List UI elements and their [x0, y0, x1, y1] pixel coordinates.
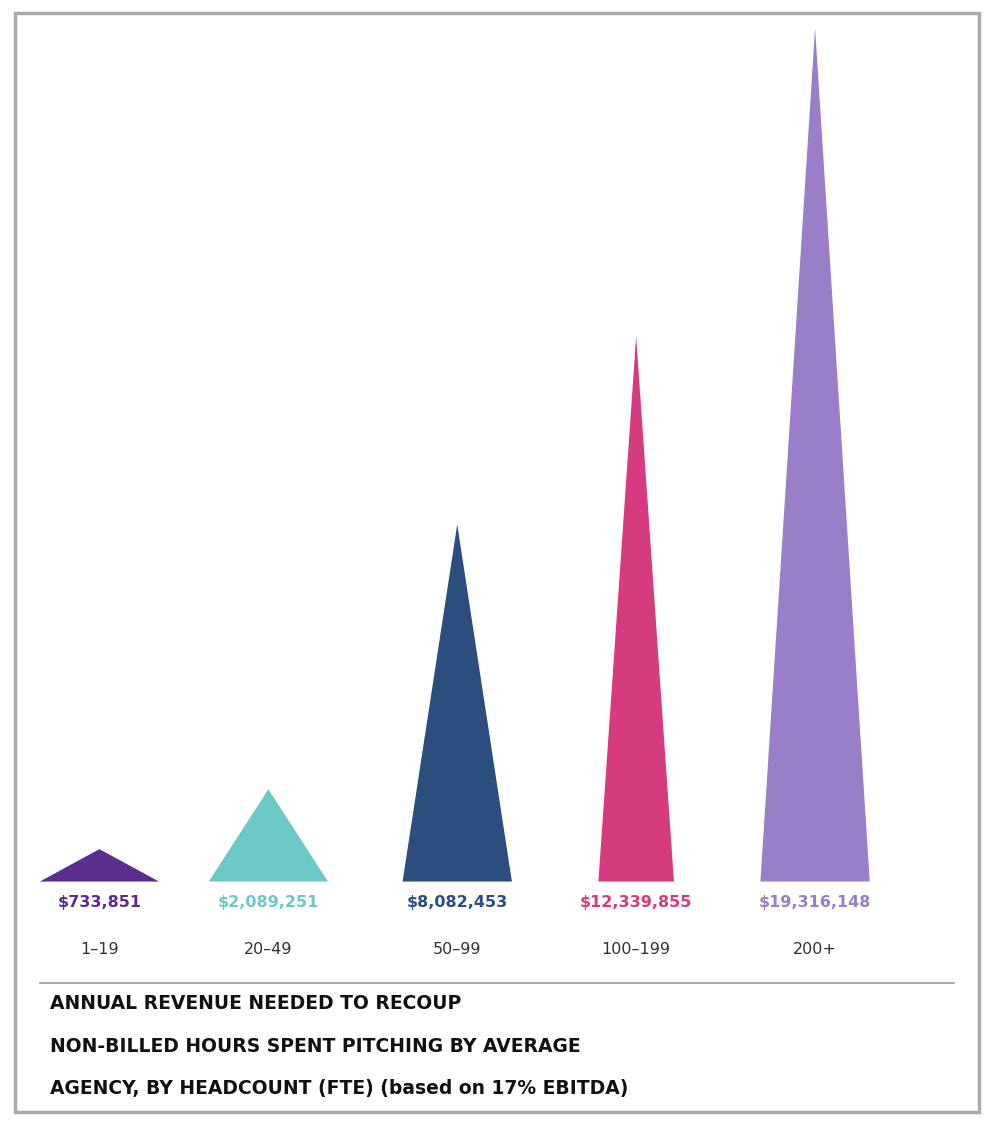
- Polygon shape: [598, 336, 674, 882]
- Text: $2,089,251: $2,089,251: [218, 895, 319, 910]
- Text: 200+: 200+: [793, 942, 837, 957]
- Text: AGENCY, BY HEADCOUNT (FTE) (based on 17% EBITDA): AGENCY, BY HEADCOUNT (FTE) (based on 17%…: [50, 1079, 628, 1098]
- Text: 100–199: 100–199: [601, 942, 671, 957]
- Text: $733,851: $733,851: [58, 895, 141, 910]
- Text: 20–49: 20–49: [245, 942, 292, 957]
- Text: NON-BILLED HOURS SPENT PITCHING BY AVERAGE: NON-BILLED HOURS SPENT PITCHING BY AVERA…: [50, 1037, 580, 1056]
- Text: $19,316,148: $19,316,148: [758, 895, 872, 910]
- Polygon shape: [760, 28, 870, 882]
- Polygon shape: [40, 849, 159, 882]
- Text: ANNUAL REVENUE NEEDED TO RECOUP: ANNUAL REVENUE NEEDED TO RECOUP: [50, 994, 461, 1013]
- Text: $12,339,855: $12,339,855: [580, 895, 693, 910]
- Text: 50–99: 50–99: [433, 942, 481, 957]
- Text: 1–19: 1–19: [81, 942, 118, 957]
- Text: $8,082,453: $8,082,453: [407, 895, 508, 910]
- Polygon shape: [209, 789, 328, 882]
- Polygon shape: [403, 524, 512, 882]
